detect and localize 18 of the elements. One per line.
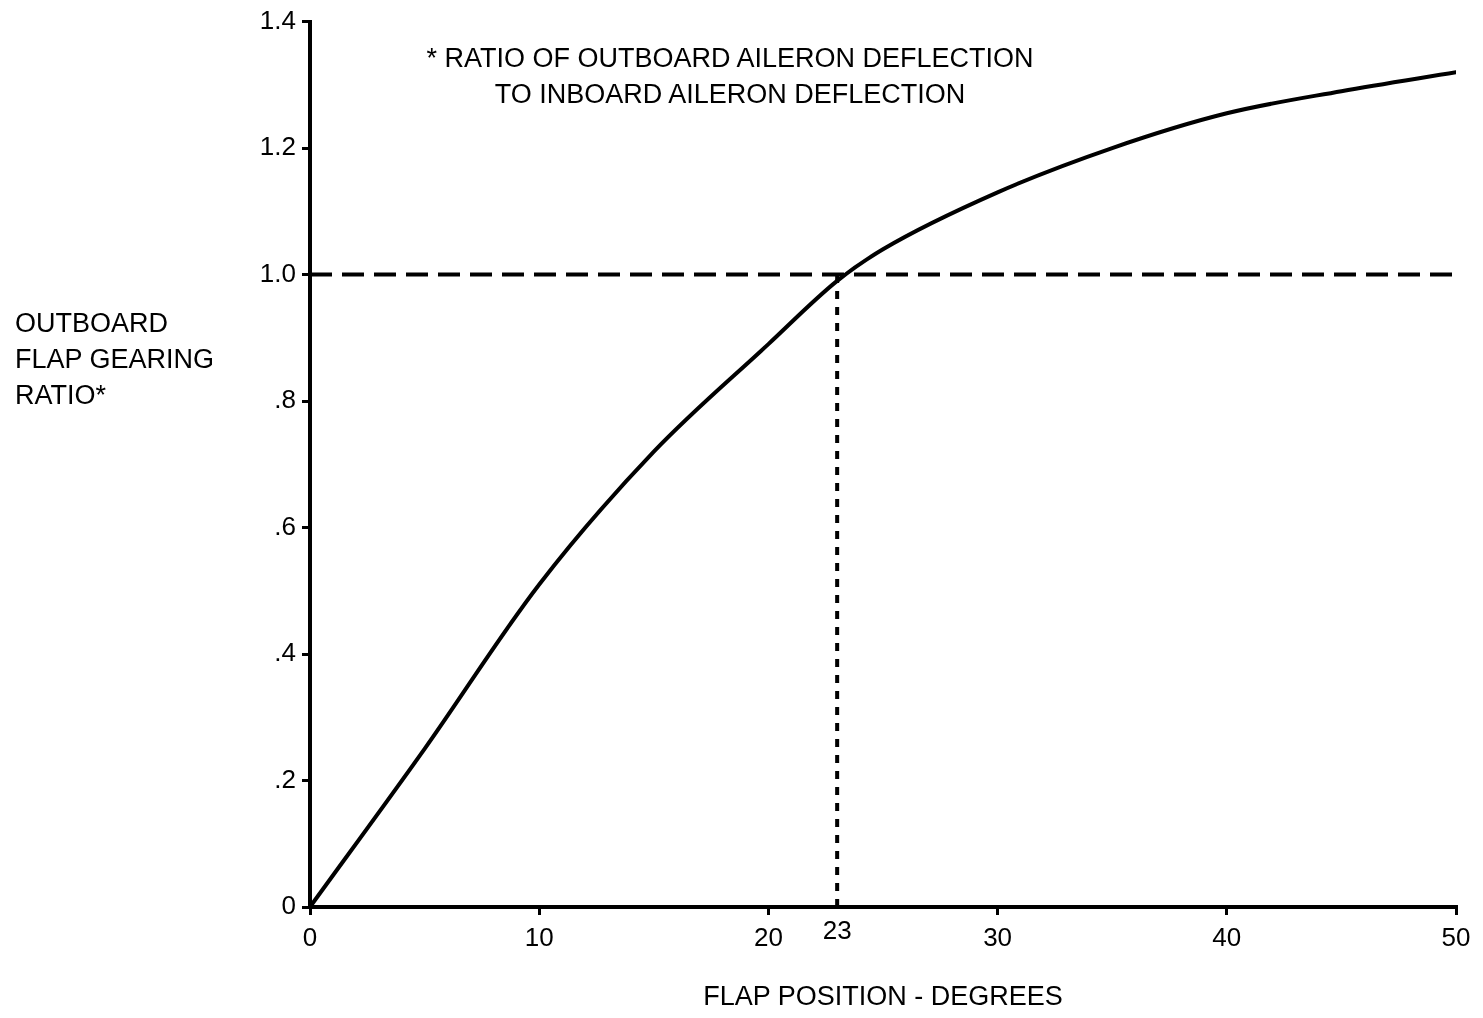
x-tick-label: 10 — [524, 921, 554, 952]
y-tick-label: 1.2 — [259, 131, 296, 162]
x-tick-label: 0 — [302, 921, 318, 952]
ref-line-label: 23 — [822, 915, 852, 946]
x-tick-label: 20 — [753, 921, 783, 952]
y-tick-label: 0 — [281, 890, 296, 921]
y-tick-label: .8 — [274, 384, 296, 415]
annotation: * RATIO OF OUTBOARD AILERON DEFLECTION TO INBOARD AILERON DEFLECTION — [426, 43, 1034, 110]
y-tick-label: 1.0 — [259, 257, 296, 288]
y-tick-label: .2 — [274, 763, 296, 794]
x-tick-label: 50 — [1441, 921, 1471, 952]
y-tick-label: .4 — [274, 637, 296, 668]
x-tick-label: 30 — [983, 921, 1013, 952]
y-axis-title: OUTBOARD FLAP GEARING RATIO* — [15, 308, 215, 411]
y-tick-label: 1.4 — [259, 4, 296, 35]
y-tick-label: .6 — [274, 510, 296, 541]
x-axis-title: FLAP POSITION - DEGREES — [703, 981, 1063, 1012]
x-tick-label: 40 — [1212, 921, 1242, 952]
